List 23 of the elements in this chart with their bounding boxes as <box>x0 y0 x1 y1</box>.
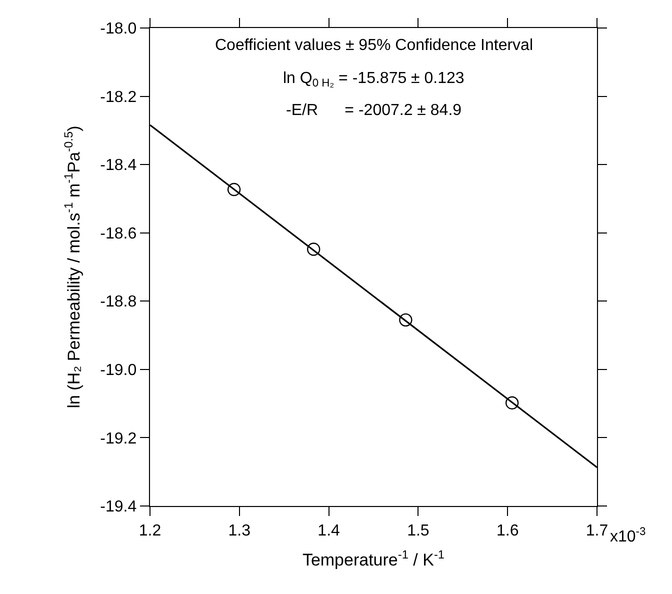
y-tick-label: -18.2 <box>100 88 137 106</box>
x-tick-label: 1.7 <box>586 522 608 540</box>
annotation: Coefficient values ± 95% Confidence Interval <box>215 37 533 54</box>
point <box>307 242 320 256</box>
y-tick-label: -18.6 <box>100 225 137 242</box>
y-tick-label: -18.4 <box>100 157 137 174</box>
annotation: ln Q$_{0 H₂}$ = -15.875 ± 0.123 <box>283 70 464 90</box>
point <box>227 182 241 196</box>
point <box>399 313 412 327</box>
x-tick-label: 1.2 <box>138 522 162 540</box>
text: x10$^{-3}$ <box>610 526 646 546</box>
y-tick-label: -19.0 <box>100 362 137 380</box>
x-tick-label: 1.5 <box>407 522 430 540</box>
y-tick-label: -18.8 <box>100 294 137 311</box>
x-tick-label: 1.3 <box>228 522 251 540</box>
annotation: -E/R = -2007.2 ± 84.9 <box>286 102 462 119</box>
y-tick-label: -19.4 <box>100 498 137 516</box>
x-tick-label: 1.4 <box>318 522 340 540</box>
y-tick-label: -19.2 <box>100 430 137 448</box>
x-tick-label: 1.6 <box>496 522 519 540</box>
y-tick-label: -18.0 <box>100 20 137 38</box>
point <box>505 396 519 410</box>
x-axis-title: Temperature$^{-1}$ / K$^{-1}$ <box>302 548 445 570</box>
